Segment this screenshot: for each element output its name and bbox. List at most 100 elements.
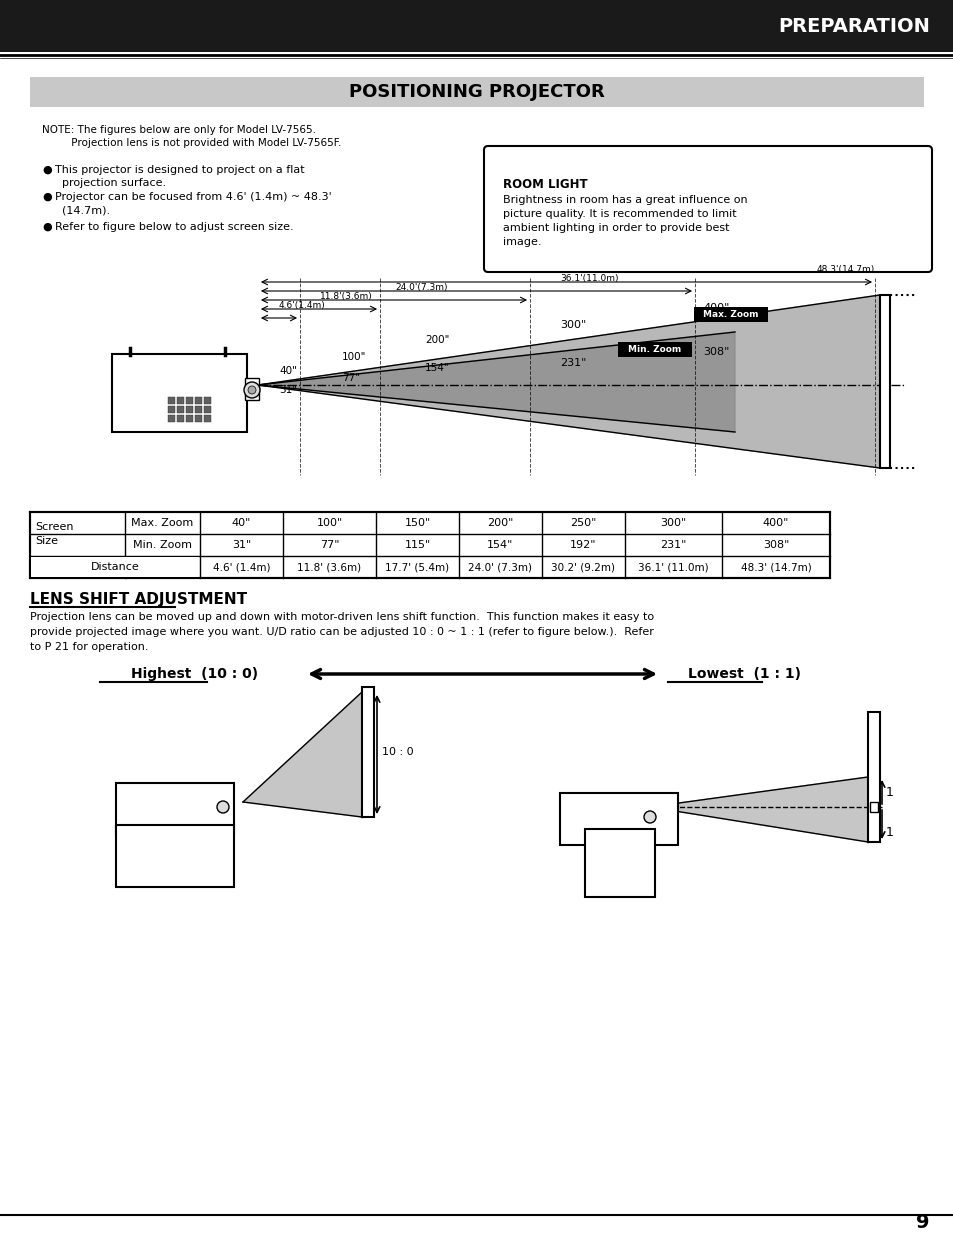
Text: Highest  (10 : 0): Highest (10 : 0) — [132, 667, 258, 680]
Bar — [194, 415, 202, 422]
Text: 154": 154" — [424, 363, 449, 373]
Polygon shape — [243, 692, 361, 818]
Circle shape — [216, 802, 229, 813]
FancyBboxPatch shape — [483, 146, 931, 272]
Text: 1: 1 — [885, 825, 893, 839]
Bar — [204, 406, 211, 412]
Bar — [879, 295, 889, 468]
Circle shape — [248, 387, 255, 394]
Text: 31": 31" — [232, 540, 251, 550]
Bar — [204, 415, 211, 422]
Bar — [30, 77, 923, 107]
Text: 36.1'(11.0m): 36.1'(11.0m) — [559, 274, 618, 283]
Text: 40": 40" — [232, 517, 251, 529]
Text: POSITIONING PROJECTOR: POSITIONING PROJECTOR — [349, 83, 604, 101]
Text: 400": 400" — [702, 303, 729, 312]
Text: 17.7' (5.4m): 17.7' (5.4m) — [385, 562, 449, 572]
Bar — [116, 783, 233, 835]
Text: 40": 40" — [278, 366, 296, 375]
Text: Max. Zoom: Max. Zoom — [132, 517, 193, 529]
Text: NOTE: The figures below are only for Model LV-7565.: NOTE: The figures below are only for Mod… — [42, 125, 315, 135]
Bar — [869, 802, 877, 811]
Bar — [112, 354, 247, 432]
Bar — [177, 415, 184, 422]
Text: 192": 192" — [570, 540, 597, 550]
Text: Min. Zoom: Min. Zoom — [628, 345, 680, 354]
Text: 9: 9 — [916, 1213, 929, 1233]
Text: 154": 154" — [487, 540, 513, 550]
Polygon shape — [649, 777, 867, 842]
Bar — [194, 396, 202, 404]
Text: 11.8'(3.6m): 11.8'(3.6m) — [319, 291, 373, 301]
Polygon shape — [257, 332, 734, 432]
Text: 308": 308" — [762, 540, 788, 550]
Bar — [186, 396, 193, 404]
Text: 24.0' (7.3m): 24.0' (7.3m) — [468, 562, 532, 572]
Text: Refer to figure below to adjust screen size.: Refer to figure below to adjust screen s… — [55, 222, 294, 232]
Text: 100": 100" — [341, 352, 366, 362]
Polygon shape — [257, 295, 879, 468]
Bar — [245, 378, 258, 400]
Text: 308": 308" — [702, 347, 729, 357]
Text: Brightness in room has a great influence on
picture quality. It is recommended t: Brightness in room has a great influence… — [502, 195, 747, 247]
Text: 77": 77" — [341, 373, 359, 383]
Bar — [116, 825, 233, 887]
Text: 48.3' (14.7m): 48.3' (14.7m) — [740, 562, 810, 572]
Text: 4.6'(1.4m): 4.6'(1.4m) — [278, 301, 325, 310]
Text: 300": 300" — [659, 517, 686, 529]
Text: Lowest  (1 : 1): Lowest (1 : 1) — [688, 667, 801, 680]
Bar — [186, 406, 193, 412]
Text: 48.3'(14.7m): 48.3'(14.7m) — [816, 266, 874, 274]
Text: 400": 400" — [762, 517, 788, 529]
Bar — [30, 513, 829, 578]
Text: 200": 200" — [487, 517, 513, 529]
Bar — [204, 396, 211, 404]
Text: ●: ● — [42, 222, 51, 232]
Bar — [177, 406, 184, 412]
Bar — [618, 342, 691, 357]
Bar — [0, 0, 953, 52]
Text: ROOM LIGHT: ROOM LIGHT — [502, 178, 587, 191]
Bar — [168, 406, 174, 412]
Text: 31": 31" — [278, 385, 296, 395]
Bar — [867, 713, 879, 842]
Text: 250": 250" — [570, 517, 596, 529]
Text: 1: 1 — [885, 785, 893, 799]
Text: This projector is designed to project on a flat
  projection surface.: This projector is designed to project on… — [55, 165, 304, 188]
Bar — [693, 308, 767, 322]
Text: 4.6' (1.4m): 4.6' (1.4m) — [213, 562, 270, 572]
Bar — [186, 415, 193, 422]
Text: Max. Zoom: Max. Zoom — [702, 310, 758, 319]
Bar — [361, 687, 374, 818]
Text: 10 : 0: 10 : 0 — [381, 747, 414, 757]
Text: Distance: Distance — [91, 562, 139, 572]
Text: 30.2' (9.2m): 30.2' (9.2m) — [551, 562, 615, 572]
Text: 231": 231" — [659, 540, 686, 550]
Text: 24.0'(7.3m): 24.0'(7.3m) — [395, 283, 447, 291]
Bar — [584, 829, 655, 897]
Text: 200": 200" — [424, 335, 449, 345]
Bar — [168, 396, 174, 404]
Text: 11.8' (3.6m): 11.8' (3.6m) — [297, 562, 361, 572]
Bar — [194, 406, 202, 412]
Text: 115": 115" — [404, 540, 430, 550]
Text: PREPARATION: PREPARATION — [778, 16, 929, 36]
Text: ●: ● — [42, 191, 51, 203]
Text: Screen
Size: Screen Size — [35, 522, 73, 546]
Text: ●: ● — [42, 165, 51, 175]
Text: 150": 150" — [404, 517, 430, 529]
Text: 100": 100" — [316, 517, 342, 529]
Bar — [30, 557, 199, 577]
Circle shape — [244, 382, 260, 398]
Text: LENS SHIFT ADJUSTMENT: LENS SHIFT ADJUSTMENT — [30, 592, 247, 606]
Bar — [177, 396, 184, 404]
Text: Projection lens can be moved up and down with motor-driven lens shift function. : Projection lens can be moved up and down… — [30, 613, 654, 652]
Text: 300": 300" — [559, 320, 586, 330]
Text: Projector can be focused from 4.6' (1.4m) ~ 48.3'
  (14.7m).: Projector can be focused from 4.6' (1.4m… — [55, 191, 332, 215]
Text: 231": 231" — [559, 358, 586, 368]
Text: Projection lens is not provided with Model LV-7565F.: Projection lens is not provided with Mod… — [42, 138, 341, 148]
Text: 36.1' (11.0m): 36.1' (11.0m) — [638, 562, 708, 572]
Text: 77": 77" — [319, 540, 339, 550]
Text: Min. Zoom: Min. Zoom — [132, 540, 192, 550]
Circle shape — [643, 811, 656, 823]
